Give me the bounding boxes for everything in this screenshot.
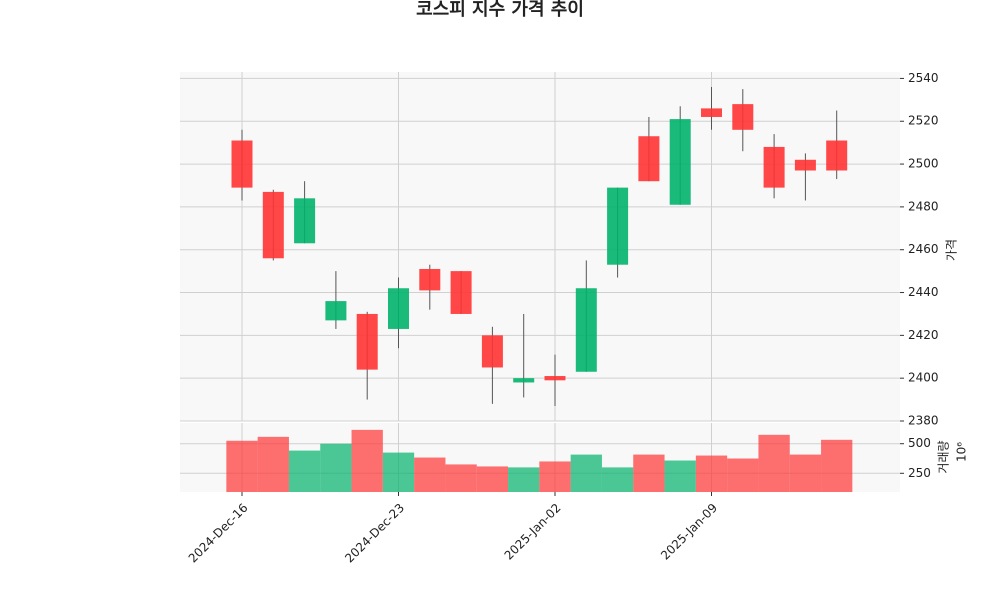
y-tick-label: 2480 bbox=[908, 199, 939, 213]
x-tick-label: 2025-Jan-09 bbox=[658, 501, 720, 563]
volume-bar bbox=[508, 467, 540, 492]
y-tick-label: 2380 bbox=[908, 414, 939, 428]
candle-body bbox=[231, 140, 253, 188]
y-tick-label: 2420 bbox=[908, 328, 939, 342]
price-panel bbox=[180, 72, 900, 421]
candle-body bbox=[419, 268, 441, 291]
candle-body bbox=[607, 187, 629, 265]
volume-bar bbox=[539, 461, 571, 492]
candle-body bbox=[450, 271, 472, 314]
volume-bar bbox=[320, 443, 352, 492]
candle-body bbox=[732, 104, 754, 130]
volume-bar bbox=[414, 457, 446, 492]
candle-body bbox=[481, 335, 503, 368]
volume-bar bbox=[257, 436, 289, 492]
volume-scale-label: 10⁶ bbox=[955, 442, 969, 462]
volume-bar bbox=[288, 450, 321, 492]
volume-bar bbox=[664, 460, 696, 492]
volume-axis-label: 거래량 bbox=[937, 440, 951, 473]
volume-bar bbox=[445, 464, 477, 492]
x-tick-label: 2024-Dec-23 bbox=[342, 501, 407, 566]
chart-title: 코스피 지수 가격 추이 bbox=[416, 0, 584, 20]
candle-body bbox=[826, 140, 848, 171]
candle-body bbox=[356, 313, 378, 370]
candle-body bbox=[701, 108, 722, 117]
x-tick-label: 2025-Jan-02 bbox=[502, 501, 564, 563]
y-tick-label: 2520 bbox=[908, 114, 939, 128]
y-tick-label: 2540 bbox=[908, 71, 939, 85]
candle-body bbox=[294, 198, 316, 244]
y-tick-label: 2440 bbox=[908, 285, 939, 299]
volume-bar bbox=[476, 466, 509, 492]
volume-bar bbox=[821, 439, 853, 492]
volume-bar bbox=[633, 454, 665, 492]
volume-bar bbox=[570, 454, 602, 492]
y-axis-label: 가격 bbox=[945, 239, 959, 261]
volume-bar bbox=[601, 467, 634, 492]
volume-bar bbox=[382, 452, 415, 492]
candle-body bbox=[513, 378, 535, 383]
x-tick-label: 2024-Dec-16 bbox=[186, 501, 251, 566]
volume-bar bbox=[351, 429, 383, 492]
candle-body bbox=[638, 136, 660, 182]
volume-bar bbox=[789, 454, 822, 492]
volume-tick-label: 250 bbox=[908, 466, 931, 480]
y-tick-label: 2500 bbox=[908, 157, 939, 171]
candle-body bbox=[325, 301, 347, 321]
y-tick-label: 2460 bbox=[908, 242, 939, 256]
volume-bar bbox=[758, 434, 790, 492]
candle-body bbox=[669, 119, 691, 205]
volume-tick-label: 500 bbox=[908, 436, 931, 450]
candle-body bbox=[575, 288, 597, 372]
candle-body bbox=[262, 191, 284, 259]
y-tick-label: 2400 bbox=[908, 371, 939, 385]
candle-body bbox=[544, 376, 566, 381]
candle-body bbox=[388, 288, 409, 329]
candle-body bbox=[763, 146, 785, 188]
volume-bar bbox=[695, 455, 728, 492]
volume-bar bbox=[226, 440, 258, 492]
candle-body bbox=[794, 159, 816, 171]
volume-bar bbox=[727, 458, 759, 492]
